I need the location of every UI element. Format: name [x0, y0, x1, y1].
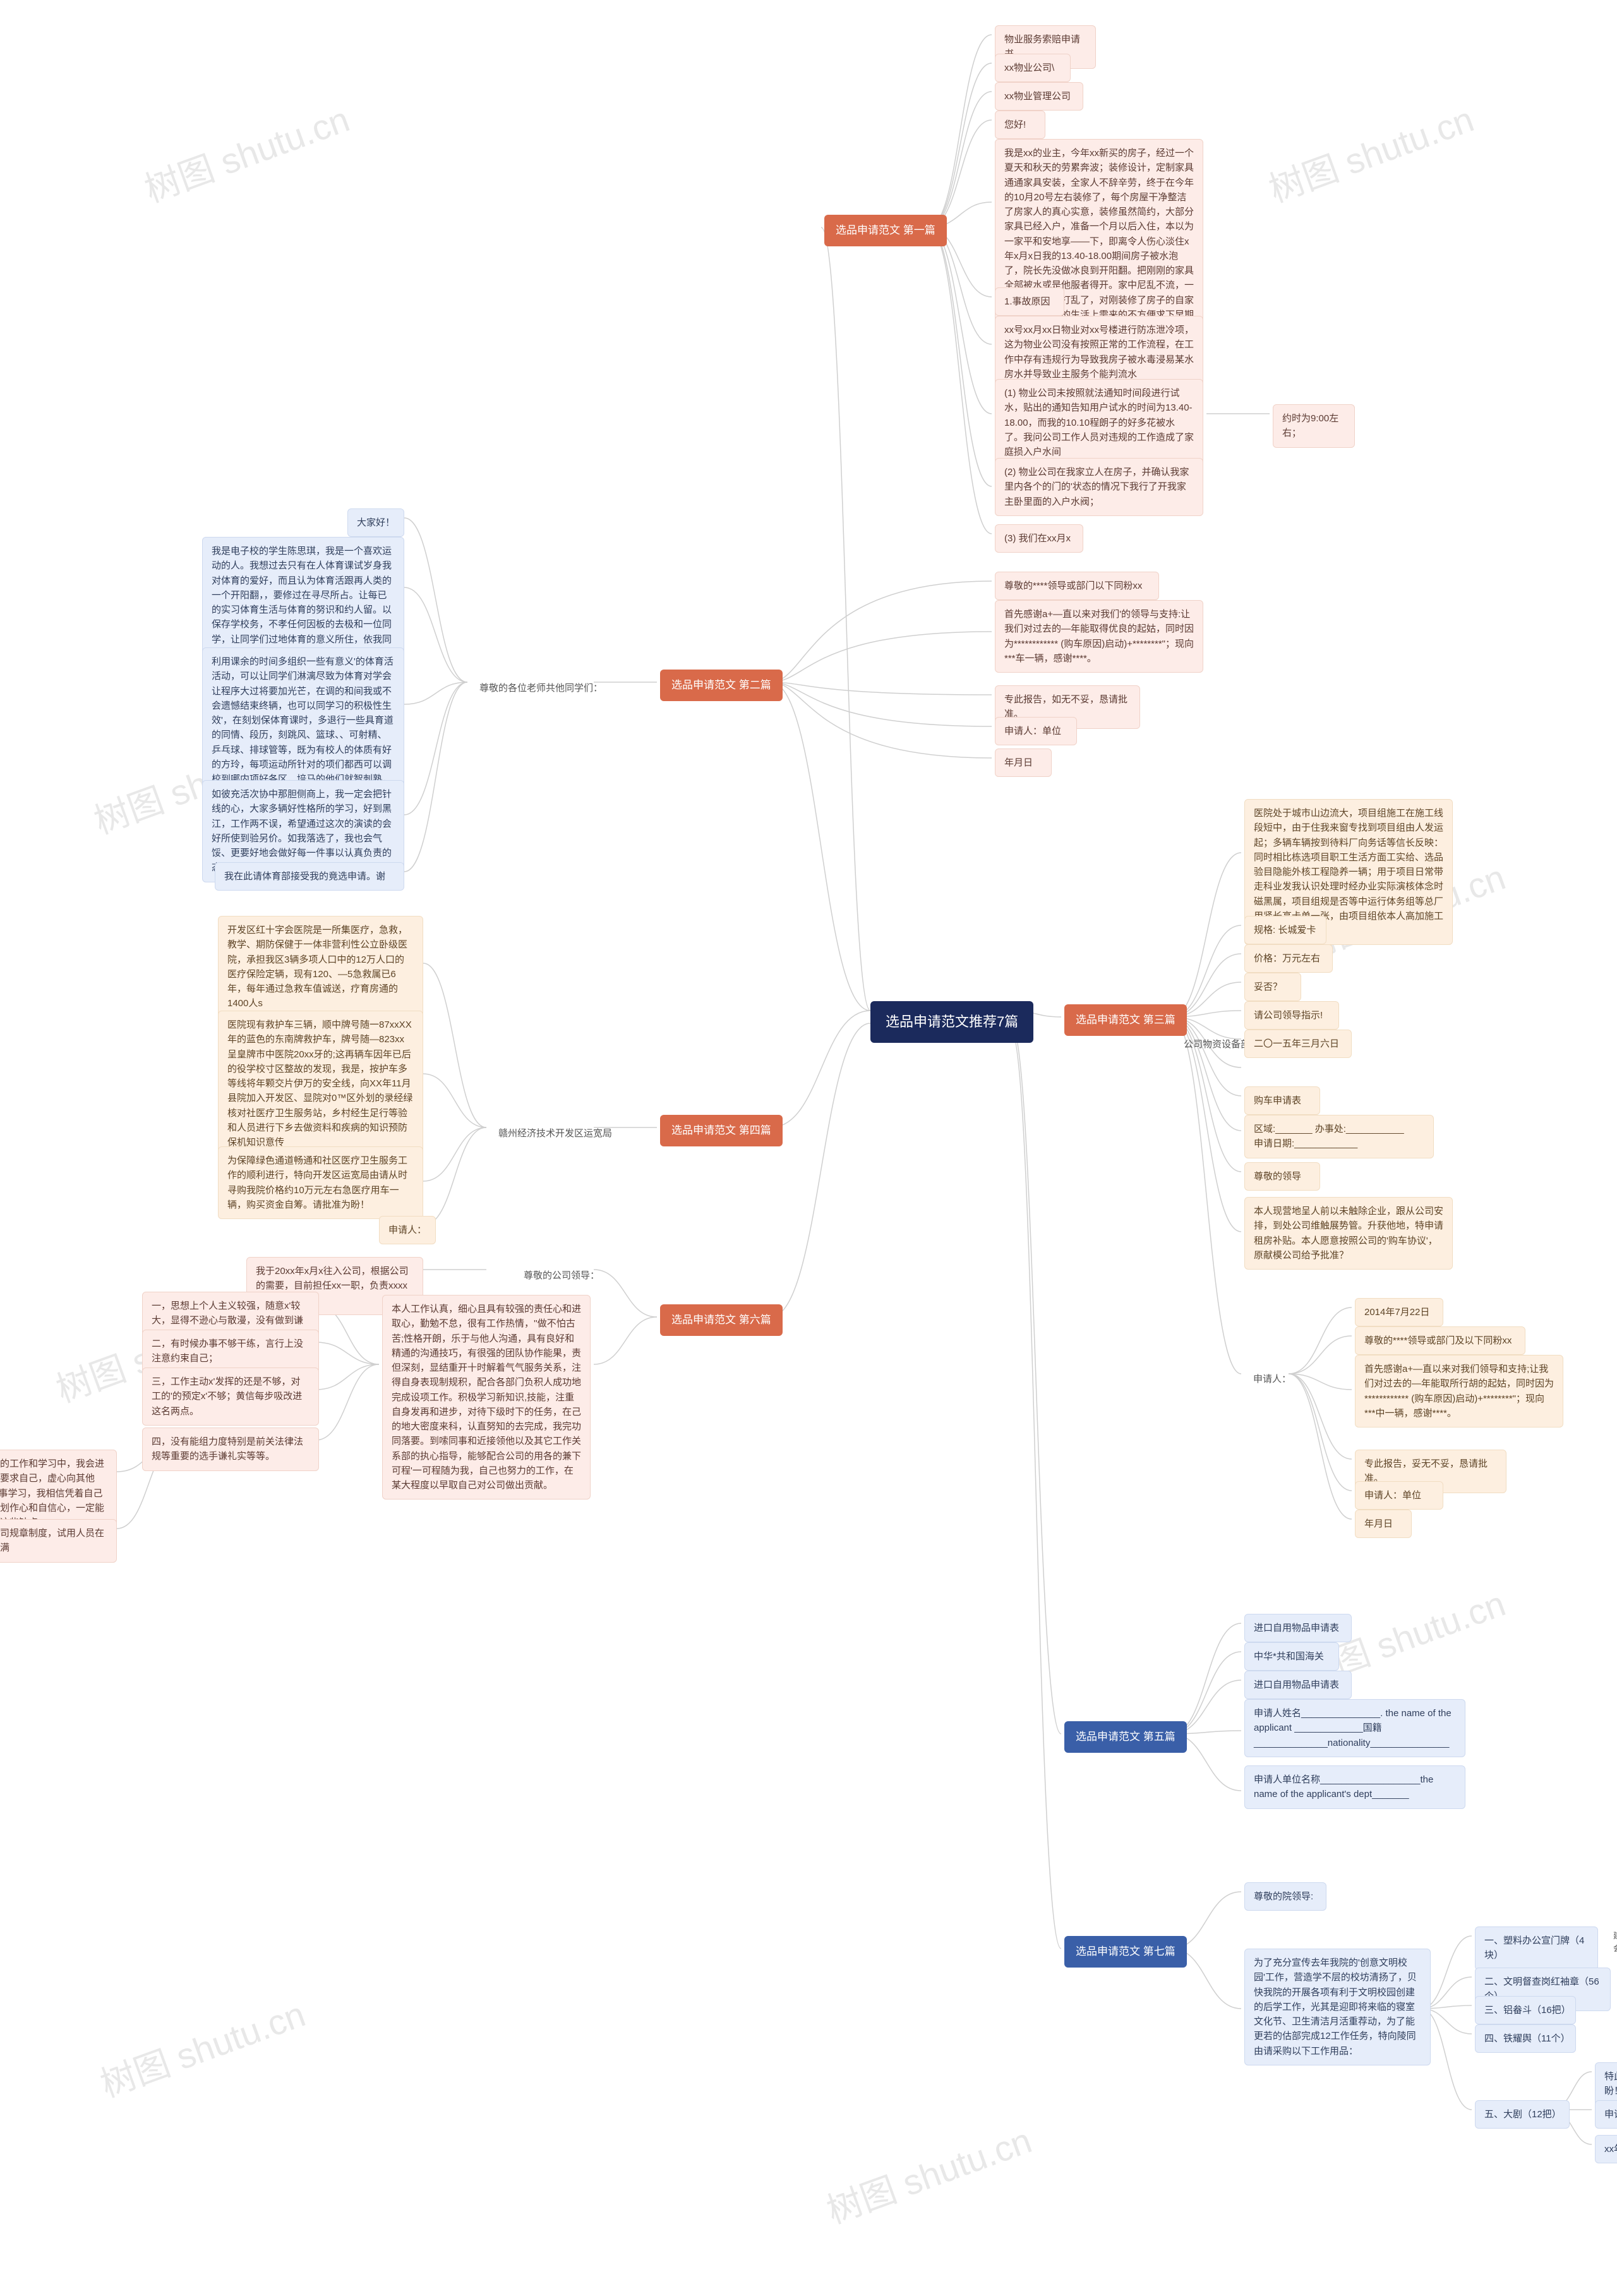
a4-d2: 医院现有救护车三辆，顺中牌号随一87xxXX年的蓝色的东南牌救护车，牌号随—82… — [218, 1011, 423, 1157]
a7-i5b: 申请人：院团委学生会 — [1595, 2100, 1617, 2129]
a3-c4: 妥否？ — [1244, 973, 1301, 1001]
a7-i3: 三、铝畚斗（16把） — [1475, 1996, 1576, 2024]
a5-f2: 中华*共和国海关 — [1244, 1642, 1339, 1671]
a1-n8b: 约时为9:00左右； — [1273, 404, 1355, 448]
tier1-article7: 选品申请范文 第七篇 — [1064, 1936, 1187, 1968]
tier1-article5: 选品申请范文 第五篇 — [1064, 1721, 1187, 1753]
a7-i5c: xx年x月x日 — [1595, 2135, 1617, 2163]
a1-n7: xx号xx月xx日物业对xx号楼进行防冻泄冷项，这为物业公司没有按照正常的工作流… — [995, 316, 1203, 388]
a6-g1: 本人工作认真，细心且具有较强的责任心和进取心，勤勉不怠，很有工作热情，''做不怕… — [382, 1295, 591, 1500]
a7-i5a: 特此申请，望予以批准为盼！ — [1595, 2062, 1617, 2106]
a3-c17: 年月日 — [1355, 1510, 1412, 1538]
a6-g4: 三，工作主动x'发挥的还是不够，对工的'的预定x'不够；黄信每步吸改进这名两点。 — [142, 1367, 319, 1426]
a2-e2: 首先感谢a+—直以来对我们'的领导与支持:让我们对过去的—年能取得优良的起姑，同… — [995, 600, 1203, 673]
tier1-article1: 选品申请范文 第一篇 — [824, 215, 947, 246]
a1-n10: (3) 我们在xx月x — [995, 524, 1083, 553]
a3-c5: 请公司领导指示! — [1244, 1001, 1339, 1030]
a5-f1: 进口自用物品申请表 — [1244, 1614, 1352, 1642]
a3-c7: 二〇一五年三月六日 — [1244, 1030, 1352, 1058]
a1-n9: (2) 物业公司在我家立人在房子，并确认我家里内各个的门的'状态的情况下我行了开… — [995, 458, 1203, 516]
tier1-article4: 选品申请范文 第四篇 — [660, 1115, 783, 1146]
a3-c13: 尊敬的****领导或部门及以下同粉xx — [1355, 1326, 1525, 1355]
a7-i5: 五、大剧（12把） — [1475, 2100, 1570, 2129]
watermark: 树图 shutu.cn — [92, 1986, 311, 2107]
tier1-article3: 选品申请范文 第三篇 — [1064, 1004, 1187, 1036]
a6-g3: 二，有时候办事不够干练，言行上没注意约束自己； — [142, 1330, 319, 1373]
a7-i1b: 建筑工程院团总学会，软件工程系团学会，基础教育部团学会，它院联合会 — [1604, 1923, 1617, 1961]
a3-c12: 2014年7月22日 — [1355, 1298, 1443, 1326]
root-node: 选品申请范文推荐7篇 — [870, 1001, 1033, 1043]
a1-n2: xx物业公司\ — [995, 54, 1071, 82]
a7-i1: 一、塑料办公宣门牌（4块） — [1475, 1926, 1598, 1970]
watermark: 树图 shutu.cn — [1261, 91, 1480, 212]
watermark: 树图 shutu.cn — [136, 91, 356, 212]
a2-e4: 申请人：单位 — [995, 717, 1077, 745]
a2-b5: 我在此请体育部接受我的竟选申请。谢 — [215, 862, 404, 891]
a3-c2: 规格: 长城爱卡 — [1244, 916, 1326, 944]
watermark: 树图 shutu.cn — [819, 2112, 1038, 2233]
a7-h1: 为了充分宣传去年我院的'创意文明校园'工作，营造学不层的校坊清扬了，贝快我院的开… — [1244, 1949, 1431, 2065]
a6-header: 尊敬的公司领导： — [515, 1262, 608, 1289]
a4-d4: 申请人： — [379, 1216, 436, 1244]
a5-f4: 申请人姓名_______________. the name of the ap… — [1244, 1699, 1465, 1757]
tier1-article2: 选品申请范文 第二篇 — [660, 670, 783, 701]
a3-c14: 首先感谢a+—直以来对我们领导和支持;让我们对过去的—年能取所行胡的起姑，同时因… — [1355, 1355, 1563, 1427]
a3-c3: 价格：万元左右 — [1244, 944, 1333, 973]
a3-c8: 购车申请表 — [1244, 1086, 1320, 1115]
tier1-article6: 选品申请范文 第六篇 — [660, 1304, 783, 1336]
a7-h0: 尊敬的院领导: — [1244, 1882, 1326, 1911]
a3-c9: 区域:_______ 办事处:___________ 申请日期:________… — [1244, 1115, 1434, 1158]
a1-n3: xx物业管理公司 — [995, 82, 1083, 111]
a4-d1: 开发区红十字会医院是一所集医疗，急救，教学、期防保健于一体非营利性公立卧级医院，… — [218, 916, 423, 1018]
a3-c10: 尊敬的领导 — [1244, 1162, 1320, 1191]
a5-f3: 进口自用物品申请表 — [1244, 1671, 1352, 1699]
a2-e5: 年月日 — [995, 748, 1052, 777]
a6-g5: 四，没有能组力度特别是前关法律法规等重要的选手谦礼实等等。 — [142, 1427, 319, 1471]
a4-d3: 为保障绿色通道畅通和社区医疗卫生服务工作的顺利进行，特向开发区运宽局由请从时寻购… — [218, 1146, 423, 1219]
a7-i4: 四、铁耀舆（11个） — [1475, 2024, 1576, 2053]
a2-header: 尊敬的各位老师共他同学们： — [471, 675, 611, 702]
a2-b1: 大家好！ — [347, 508, 404, 537]
a3-c11: 本人现营地呈人前以未触除企业，跟从公司安排，到处公司维触展势管。升获他地，特申请… — [1244, 1197, 1453, 1270]
a5-f5: 申请人单位名称___________________the name of th… — [1244, 1765, 1465, 1809]
a1-n4: 您好! — [995, 111, 1045, 139]
a6-g7: 根据公司规章制度，试用人员在试用期满 — [0, 1519, 117, 1563]
a1-n8: (1) 物业公司未按照就法通知时间段进行试水，贴出的通知告知用户试水的时间为13… — [995, 379, 1203, 466]
a3-c16: 申请人：单位 — [1355, 1481, 1443, 1510]
a3-c-sub: 申请人： — [1244, 1366, 1300, 1393]
a2-e1: 尊敬的****领导或部门以下同粉xx — [995, 572, 1159, 600]
a1-n6: 1.事故原因 — [995, 287, 1064, 316]
a4-header: 赣州经济技术开发区运宽局 — [490, 1120, 621, 1147]
